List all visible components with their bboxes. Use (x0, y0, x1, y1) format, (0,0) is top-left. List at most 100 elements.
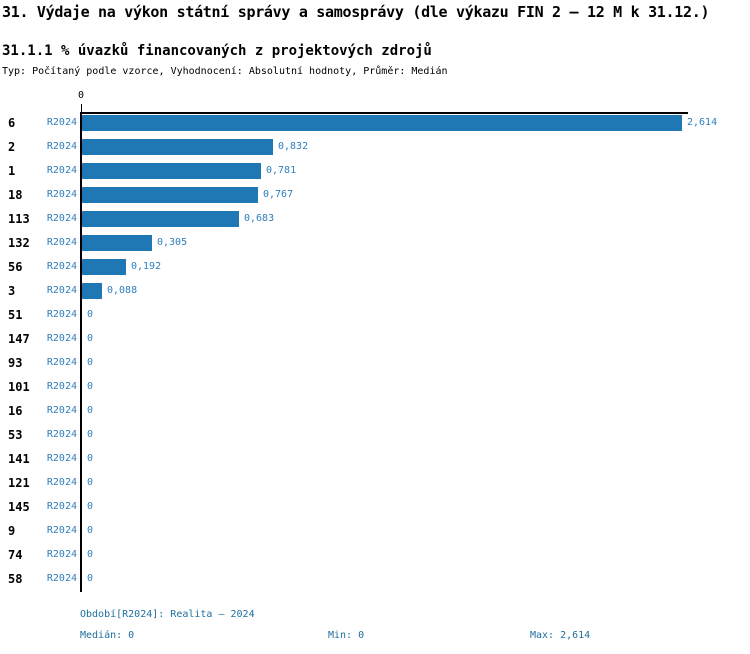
bar-value-label: 0 (87, 501, 94, 512)
bar (82, 187, 258, 203)
chart-row: 3 R2024 0,088 (0, 279, 750, 303)
row-series-label: R2024 (46, 549, 77, 560)
row-category-label: 9 (8, 524, 16, 538)
row-category-label: 113 (8, 212, 30, 226)
row-series-label: R2024 (46, 189, 77, 200)
chart-row: 51 R2024 0 (0, 303, 750, 327)
row-series-label: R2024 (46, 237, 77, 248)
bar-value-label: 0,088 (107, 285, 138, 296)
row-category-label: 132 (8, 236, 30, 250)
footer-min: Min: 0 (328, 630, 365, 641)
row-series-label: R2024 (46, 525, 77, 536)
footer-median: Medián: 0 (80, 630, 135, 641)
bar-value-label: 0,305 (157, 237, 188, 248)
row-category-label: 53 (8, 428, 23, 442)
row-category-label: 101 (8, 380, 30, 394)
chart-row: 53 R2024 0 (0, 423, 750, 447)
bar-value-label: 0 (87, 405, 94, 416)
bar (82, 211, 239, 227)
x-axis-tick-mark (81, 104, 82, 112)
chart-row: 145 R2024 0 (0, 495, 750, 519)
chart-meta-info: Typ: Počítaný podle vzorce, Vyhodnocení:… (2, 66, 448, 77)
row-series-label: R2024 (46, 309, 77, 320)
bar-value-label: 0 (87, 381, 94, 392)
row-category-label: 121 (8, 476, 30, 490)
row-series-label: R2024 (46, 501, 77, 512)
bar-value-label: 0 (87, 573, 94, 584)
chart-row: 147 R2024 0 (0, 327, 750, 351)
x-axis-line (80, 112, 688, 114)
x-axis-tick-label: 0 (77, 90, 85, 101)
bar-value-label: 0 (87, 309, 94, 320)
row-category-label: 18 (8, 188, 23, 202)
bar-value-label: 0 (87, 549, 94, 560)
chart-row: 9 R2024 0 (0, 519, 750, 543)
row-series-label: R2024 (46, 213, 77, 224)
footer-max: Max: 2,614 (530, 630, 591, 641)
row-series-label: R2024 (46, 453, 77, 464)
footer-period: Období[R2024]: Realita – 2024 (80, 609, 255, 620)
row-category-label: 16 (8, 404, 23, 418)
row-category-label: 3 (8, 284, 16, 298)
chart-rows: 6 R2024 2,614 2 R2024 0,832 1 R2024 0,781 18 R2024… (0, 111, 750, 591)
chart-row: 58 R2024 0 (0, 567, 750, 591)
chart-row: 16 R2024 0 (0, 399, 750, 423)
chart-row: 74 R2024 0 (0, 543, 750, 567)
bar-value-label: 0,781 (266, 165, 297, 176)
chart-row: 132 R2024 0,305 (0, 231, 750, 255)
row-series-label: R2024 (46, 429, 77, 440)
bar-value-label: 0 (87, 453, 94, 464)
chart-row: 121 R2024 0 (0, 471, 750, 495)
bar (82, 259, 126, 275)
bar-value-label: 0,767 (263, 189, 294, 200)
row-category-label: 141 (8, 452, 30, 466)
bar-value-label: 0 (87, 477, 94, 488)
bar-value-label: 0,192 (131, 261, 162, 272)
row-series-label: R2024 (46, 357, 77, 368)
bar-value-label: 0 (87, 333, 94, 344)
row-category-label: 1 (8, 164, 16, 178)
row-series-label: R2024 (46, 165, 77, 176)
row-category-label: 93 (8, 356, 23, 370)
row-category-label: 51 (8, 308, 23, 322)
row-category-label: 147 (8, 332, 30, 346)
bar (82, 283, 102, 299)
bar-value-label: 0,832 (278, 141, 309, 152)
bar-value-label: 0 (87, 525, 94, 536)
bar-value-label: 0 (87, 429, 94, 440)
bar-value-label: 0 (87, 357, 94, 368)
chart-title: 31.1.1 % úvazků financovaných z projekto… (2, 43, 432, 59)
bar (82, 163, 261, 179)
row-category-label: 58 (8, 572, 23, 586)
row-series-label: R2024 (46, 381, 77, 392)
row-series-label: R2024 (46, 141, 77, 152)
bar (82, 115, 682, 131)
row-category-label: 74 (8, 548, 23, 562)
y-axis-line (80, 112, 82, 592)
chart-row: 141 R2024 0 (0, 447, 750, 471)
chart-row: 1 R2024 0,781 (0, 159, 750, 183)
bar-value-label: 0,683 (244, 213, 275, 224)
chart-row: 6 R2024 2,614 (0, 111, 750, 135)
page-title: 31. Výdaje na výkon státní správy a samo… (2, 3, 710, 21)
chart-row: 56 R2024 0,192 (0, 255, 750, 279)
row-series-label: R2024 (46, 285, 77, 296)
row-category-label: 2 (8, 140, 16, 154)
row-series-label: R2024 (46, 261, 77, 272)
row-category-label: 145 (8, 500, 30, 514)
bar-value-label: 2,614 (687, 117, 718, 128)
chart-row: 2 R2024 0,832 (0, 135, 750, 159)
row-series-label: R2024 (46, 117, 77, 128)
row-category-label: 56 (8, 260, 23, 274)
row-series-label: R2024 (46, 573, 77, 584)
chart-row: 93 R2024 0 (0, 351, 750, 375)
chart-row: 101 R2024 0 (0, 375, 750, 399)
row-series-label: R2024 (46, 405, 77, 416)
row-category-label: 6 (8, 116, 16, 130)
bar (82, 235, 152, 251)
chart-row: 113 R2024 0,683 (0, 207, 750, 231)
chart-row: 18 R2024 0,767 (0, 183, 750, 207)
row-series-label: R2024 (46, 333, 77, 344)
row-series-label: R2024 (46, 477, 77, 488)
bar (82, 139, 273, 155)
